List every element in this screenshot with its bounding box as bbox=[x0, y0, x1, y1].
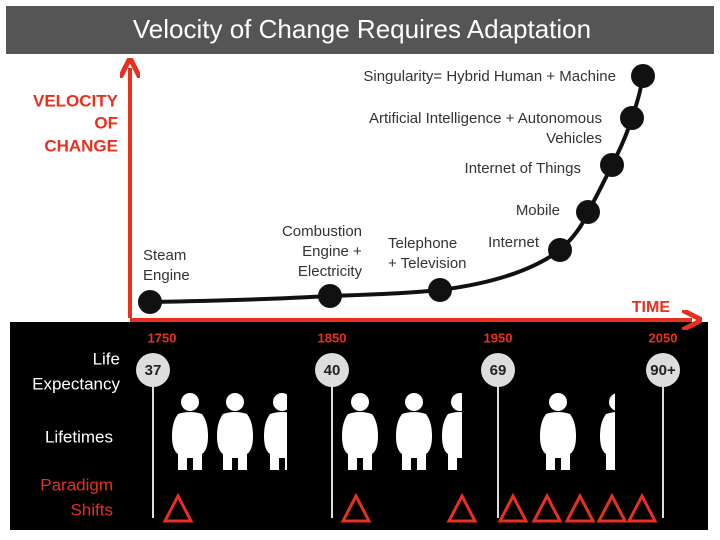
milestone: Steam bbox=[143, 247, 186, 264]
milestone: Engine bbox=[143, 267, 190, 284]
year-label: 1950 bbox=[484, 330, 513, 345]
y-axis-label: OF bbox=[94, 113, 118, 132]
life-expectancy-badge bbox=[136, 353, 170, 387]
milestone: Mobile bbox=[516, 202, 560, 219]
title: Velocity of Change Requires Adaptation bbox=[133, 14, 591, 44]
y-axis-label: VELOCITY bbox=[33, 91, 119, 110]
y-axis-label: CHANGE bbox=[44, 136, 118, 155]
row-label: Expectancy bbox=[32, 374, 120, 393]
paradigm-shift-icons bbox=[162, 492, 658, 523]
header-bar bbox=[6, 6, 714, 54]
milestone: Vehicles bbox=[546, 130, 602, 147]
row-label: Life bbox=[93, 349, 120, 368]
life-expectancy-value: 37 bbox=[145, 362, 162, 379]
life-expectancy-badge bbox=[646, 353, 680, 387]
milestone: + Television bbox=[388, 255, 467, 272]
x-axis-label: TIME bbox=[632, 299, 671, 316]
milestone: Internet of Things bbox=[465, 160, 581, 177]
life-expectancy-badge bbox=[315, 353, 349, 387]
life-expectancy-value: 69 bbox=[490, 362, 507, 379]
lifetime-icons bbox=[172, 385, 640, 480]
milestone: Engine + bbox=[302, 243, 362, 260]
life-expectancy-value: 90+ bbox=[650, 362, 676, 379]
milestone: Combustion bbox=[282, 223, 362, 240]
milestone: Singularity= Hybrid Human + Machine bbox=[363, 68, 616, 85]
row-label: Lifetimes bbox=[45, 427, 113, 446]
curve-points bbox=[138, 64, 655, 314]
row-label: Shifts bbox=[70, 500, 113, 519]
milestone: Electricity bbox=[298, 263, 363, 280]
milestone: Telephone bbox=[388, 235, 457, 252]
year-label: 1750 bbox=[148, 330, 177, 345]
milestone: Internet bbox=[488, 234, 540, 251]
timeline-markers: 1750 37 1850 40 1950 69 2050 90+ bbox=[136, 330, 680, 518]
milestone: Artificial Intelligence + Autonomous bbox=[369, 110, 602, 127]
year-label: 1850 bbox=[318, 330, 347, 345]
year-label: 2050 bbox=[649, 330, 678, 345]
life-expectancy-value: 40 bbox=[324, 362, 341, 379]
life-expectancy-badge bbox=[481, 353, 515, 387]
row-label: Paradigm bbox=[40, 475, 113, 494]
